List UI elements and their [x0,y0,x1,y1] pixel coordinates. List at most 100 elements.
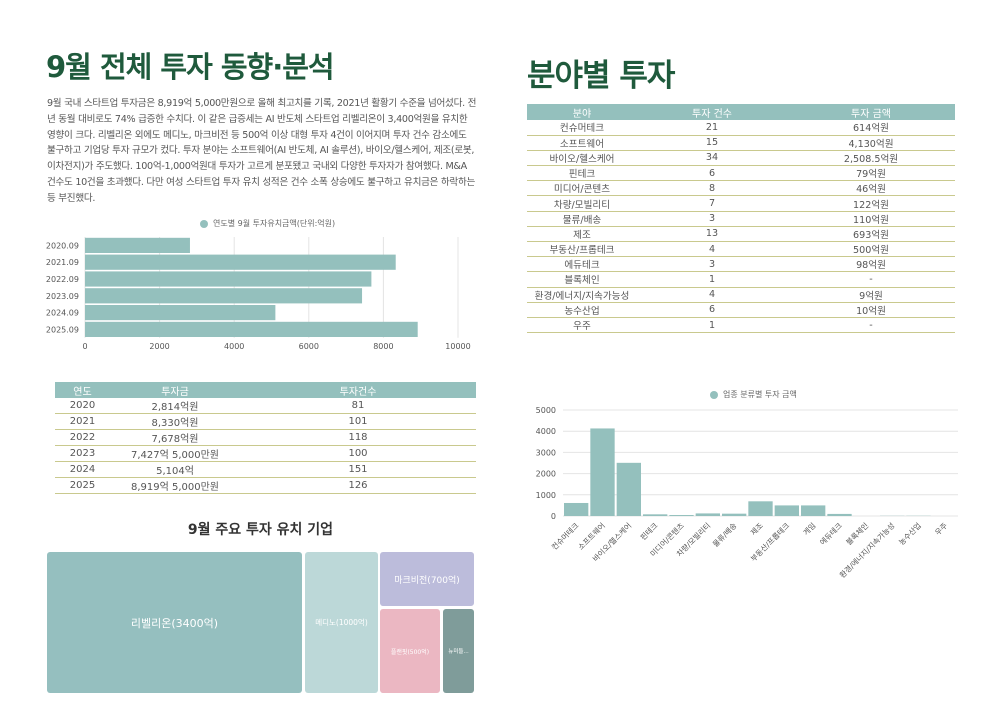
table-cell: 79억원 [787,165,955,182]
table-row: 핀테크 6 79억원 [527,165,955,182]
y-tick-label: 3000 [536,448,556,457]
table-row: 물류/배송 3 110억원 [527,211,955,227]
table-cell: 2023 [55,445,110,462]
table-row: 에듀테크 3 98억원 [527,256,955,273]
yearly-investment-table: 연도 투자금 투자건수 2020 2,814억원 81 2021 8,330억원 101 2… [55,382,476,494]
table-cell: 126 [240,477,476,494]
table-row: 2024 5,104억 151 [55,461,476,478]
x-tick-label: 2000 [149,342,169,351]
y-tick-label: 5000 [536,406,556,415]
table-cell: 2024 [55,461,110,478]
table-cell: 118 [240,429,476,446]
col-header: 투자금 [110,382,240,398]
table-cell: 농수산업 [527,302,637,318]
table-cell: 바이오/헬스케어 [527,150,637,167]
table-cell: - [787,317,955,334]
treemap-cell: 마크비전(700억) [380,552,474,606]
table-cell: 8 [637,180,787,197]
y-tick-label: 4000 [536,427,556,436]
table-cell: 500억원 [787,241,955,258]
summary-paragraph: 9월 국내 스타트업 투자금은 8,919억 5,000만원으로 올해 최고치를… [47,98,477,204]
table-cell: 4 [637,287,787,303]
treemap-label: 뉴미들... [448,649,469,655]
x-tick-label: 에듀테크 [818,521,844,547]
table-cell: 110억원 [787,211,955,227]
chart2-legend: 업종 분류별 투자 금액 [710,389,797,400]
yearly-investment-bar-chart: 0 2000 4000 6000 8000 10000 2020.09 2021.09 2022… [46,237,471,351]
table-cell: 7,427억 5,000만원 [110,445,240,462]
table-cell: 6 [637,165,787,182]
table-cell: 13 [637,226,787,243]
x-tick-label: 제조 [749,521,765,537]
table-cell: 제조 [527,226,637,243]
table-row: 2025 8,919억 5,000만원 126 [55,477,476,494]
table-row: 농수산업 6 10억원 [527,302,955,318]
y-tick-label: 0 [551,512,556,521]
legend-dot-icon [200,219,208,228]
table-cell: 122억원 [787,195,955,212]
bar [85,305,276,321]
table-cell: 환경/에너지/지속가능성 [527,287,637,303]
table-cell: 81 [240,398,476,414]
bar [85,271,372,287]
table-cell: 8,330억원 [110,413,240,430]
x-tick-label: 핀테크 [639,521,660,542]
table-cell: 46억원 [787,180,955,197]
table-cell: 6 [637,302,787,318]
x-tick-label: 8000 [373,342,393,351]
x-tick-label: 0 [82,342,87,351]
bar [669,515,694,516]
table-cell: 미디어/콘텐츠 [527,180,637,197]
table-cell: 7,678억원 [110,429,240,446]
table-row: 미디어/콘텐츠 8 46억원 [527,180,955,197]
x-tick-label: 4000 [224,342,244,351]
bar [616,462,641,516]
x-tick-label: 6000 [299,342,319,351]
table-row: 2022 7,678억원 118 [55,429,476,446]
table-row: 2021 8,330억원 101 [55,413,476,430]
treemap-label: 플랜핏(500억) [390,648,430,656]
col-header: 투자 금액 [787,104,955,120]
table-cell: 3 [637,256,787,273]
table-cell: 2021 [55,413,110,430]
page-title-right: 분야별 투자 [527,58,675,94]
table-cell: 21 [637,120,787,136]
table-cell: 4,130억원 [787,135,955,151]
treemap-label: 메디노(1000억) [315,618,368,627]
treemap-cell: 리벨리온(3400억) [47,552,302,693]
table-cell: 8,919억 5,000만원 [110,477,240,494]
x-tick-label: 농수산업 [896,520,923,547]
table-cell: 100 [240,445,476,462]
table-row: 부동산/프롭테크 4 500억원 [527,241,955,258]
table-row: 우주 1- [527,317,955,334]
table-cell: 2020 [55,398,110,414]
table-cell: 물류/배송 [527,211,637,227]
y-tick-label: 2000 [536,470,556,479]
table-row: 컨슈머테크 21 614억원 [527,120,955,136]
table-cell: 4 [637,241,787,258]
table-cell: 차량/모빌리티 [527,195,637,212]
bar [748,501,773,516]
table-cell: 블록체인 [527,271,637,288]
table-cell: 2022 [55,429,110,446]
bar [827,513,852,516]
legend-dot-icon [710,390,718,399]
table-cell: 5,104억 [110,461,240,478]
chart1-legend: 연도별 9월 투자유치금액(단위:억원) [200,218,335,229]
table-row: 제조 13 693억원 [527,226,955,243]
treemap-cell: 메디노(1000억) [305,552,378,693]
treemap-cell: 뉴미들... [443,609,474,693]
bar [85,254,396,270]
table-cell: 부동산/프롭테크 [527,241,637,258]
bar [564,502,589,516]
bar [85,288,363,304]
x-tick-label: 우주 [933,521,949,537]
table-row: 2020 2,814억원 81 [55,398,476,414]
bar [801,505,826,516]
treemap-label: 리벨리온(3400억) [130,616,219,630]
bar [590,428,615,516]
chart2-legend-label: 업종 분류별 투자 금액 [723,390,797,399]
table-cell: 101 [240,413,476,430]
table-cell: 에듀테크 [527,256,637,273]
table-cell: 10억원 [787,302,955,318]
